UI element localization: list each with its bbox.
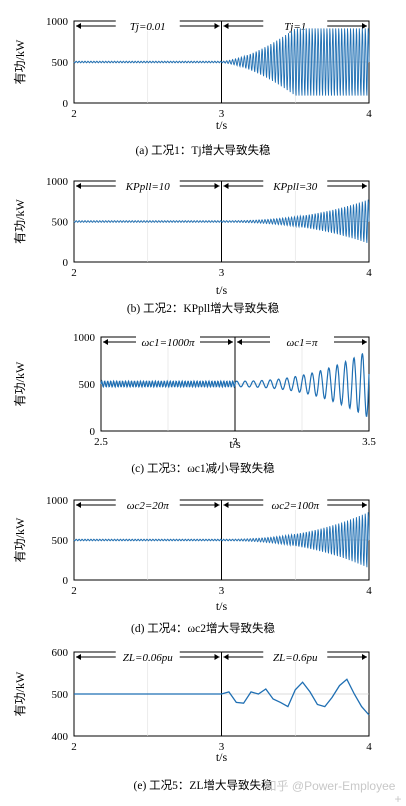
annotation-label: Tj=0.01 bbox=[130, 21, 166, 33]
x-tick-label: 2 bbox=[71, 267, 77, 279]
arrowhead-right bbox=[362, 23, 367, 29]
watermark-text: 知乎 @Power-Employee bbox=[265, 779, 396, 793]
x-tick-label: 4 bbox=[366, 741, 372, 753]
series-line bbox=[74, 678, 370, 716]
x-tick-label: 3 bbox=[232, 436, 238, 448]
chart-panel-3: 2.5 3 3.5 0 500 1000 有功/kW t/s ωc1=1000π ωc1=π (c)… bbox=[13, 332, 376, 475]
annotation-bg bbox=[270, 336, 334, 347]
annotation-label: ωc1=1000π bbox=[141, 337, 195, 349]
arrowhead-left bbox=[223, 654, 229, 660]
arrowhead-left bbox=[103, 339, 108, 345]
panel-caption: (b) 工况2：KPpll增大导致失稳 bbox=[127, 301, 280, 315]
x-tick-label: 3 bbox=[219, 741, 225, 753]
arrowhead-left bbox=[76, 23, 81, 29]
annotation-bg bbox=[263, 499, 328, 510]
x-tick-label: 4 bbox=[366, 585, 372, 597]
x-tick-label: 4 bbox=[366, 108, 372, 120]
annotation-bg bbox=[115, 20, 180, 31]
series-line bbox=[100, 352, 370, 417]
annotation-label: ωc1=π bbox=[286, 337, 318, 349]
chart-panel-2: 2 3 4 0 500 1000 有功/kW t/s KPpll=10 KPpll=30 (b) 工… bbox=[13, 176, 372, 315]
x-axis-label: t/s bbox=[216, 599, 228, 613]
x-tick-label: 3.5 bbox=[362, 436, 376, 448]
arrowhead-right bbox=[214, 183, 220, 189]
arrowhead-left bbox=[76, 502, 81, 508]
x-tick-label: 3 bbox=[219, 267, 225, 279]
annotation-bg bbox=[115, 180, 180, 191]
x-axis-label: t/s bbox=[216, 118, 228, 132]
y-tick-label: 0 bbox=[63, 98, 69, 110]
annotation-label: KPpll=10 bbox=[125, 181, 171, 193]
annotation-bg bbox=[263, 20, 328, 31]
series-line bbox=[73, 199, 370, 243]
arrowhead-right bbox=[214, 502, 220, 508]
y-axis-label: 有功/kW bbox=[13, 199, 27, 244]
y-axis-label: 有功/kW bbox=[13, 39, 27, 84]
y-tick-label: 500 bbox=[79, 379, 96, 391]
arrowhead-left bbox=[223, 502, 229, 508]
x-tick-label: 3 bbox=[219, 585, 225, 597]
arrowhead-right bbox=[362, 654, 367, 660]
y-tick-label: 400 bbox=[52, 731, 69, 743]
x-axis-label: t/s bbox=[216, 283, 228, 297]
x-tick-label: 2.5 bbox=[94, 436, 108, 448]
y-axis-label: 有功/kW bbox=[13, 517, 27, 562]
chart-panel-4: 2 3 4 0 500 1000 有功/kW t/s ωc2=20π ωc2=100π (d) 工况… bbox=[13, 495, 372, 635]
x-tick-label: 2 bbox=[71, 585, 77, 597]
annotation-label: ωc2=20π bbox=[127, 500, 170, 512]
annotation-bg bbox=[263, 180, 328, 191]
y-tick-label: 500 bbox=[52, 689, 69, 701]
arrowhead-right bbox=[228, 339, 233, 345]
y-axis-label: 有功/kW bbox=[13, 671, 27, 716]
arrowhead-left bbox=[223, 183, 229, 189]
panel-caption: (d) 工况4：ωc2增大导致失稳 bbox=[131, 621, 275, 635]
corner-mark: + bbox=[394, 792, 401, 806]
annotation-bg bbox=[115, 499, 180, 510]
series-line bbox=[73, 28, 370, 96]
x-tick-label: 4 bbox=[366, 267, 372, 279]
annotation-label: KPpll=30 bbox=[272, 181, 318, 193]
x-tick-label: 2 bbox=[71, 741, 77, 753]
annotation-bg bbox=[263, 651, 328, 662]
y-tick-label: 500 bbox=[52, 57, 69, 69]
arrowhead-right bbox=[214, 23, 220, 29]
panel-caption: (c) 工况3：ωc1减小导致失稳 bbox=[131, 461, 275, 475]
arrowhead-right bbox=[362, 183, 367, 189]
y-axis-label: 有功/kW bbox=[13, 361, 27, 406]
annotation-label: ωc2=100π bbox=[271, 500, 319, 512]
series-line bbox=[73, 512, 370, 568]
arrowhead-left bbox=[223, 23, 229, 29]
x-tick-label: 2 bbox=[71, 108, 77, 120]
arrowhead-right bbox=[362, 339, 367, 345]
y-tick-label: 1000 bbox=[46, 16, 69, 28]
annotation-label: ZL=0.6pu bbox=[273, 652, 318, 664]
y-tick-label: 0 bbox=[63, 575, 69, 587]
x-axis-label: t/s bbox=[229, 437, 241, 451]
y-tick-label: 0 bbox=[63, 257, 69, 269]
panel-caption: (e) 工况5：ZL增大导致失稳 bbox=[134, 778, 273, 792]
y-tick-label: 0 bbox=[90, 426, 96, 438]
annotation-label: ZL=0.06pu bbox=[123, 652, 173, 664]
annotation-bg bbox=[115, 651, 180, 662]
arrowhead-right bbox=[214, 654, 220, 660]
x-axis-label: t/s bbox=[216, 750, 228, 764]
chart-panel-5: 2 3 4 400 500 600 有功/kW t/s ZL=0.06pu ZL=0.6pu (e)… bbox=[13, 647, 372, 792]
x-tick-label: 3 bbox=[219, 108, 225, 120]
annotation-bg bbox=[136, 336, 200, 347]
arrowhead-left bbox=[76, 654, 81, 660]
y-tick-label: 1000 bbox=[46, 176, 69, 188]
y-tick-label: 500 bbox=[52, 217, 69, 229]
arrowhead-right bbox=[362, 502, 367, 508]
arrowhead-left bbox=[237, 339, 242, 345]
y-tick-label: 1000 bbox=[73, 332, 96, 344]
panel-caption: (a) 工况1：Tj增大导致失稳 bbox=[135, 143, 271, 157]
arrowhead-left bbox=[76, 183, 81, 189]
y-tick-label: 500 bbox=[52, 535, 69, 547]
y-tick-label: 1000 bbox=[46, 495, 69, 507]
y-tick-label: 600 bbox=[52, 647, 69, 659]
